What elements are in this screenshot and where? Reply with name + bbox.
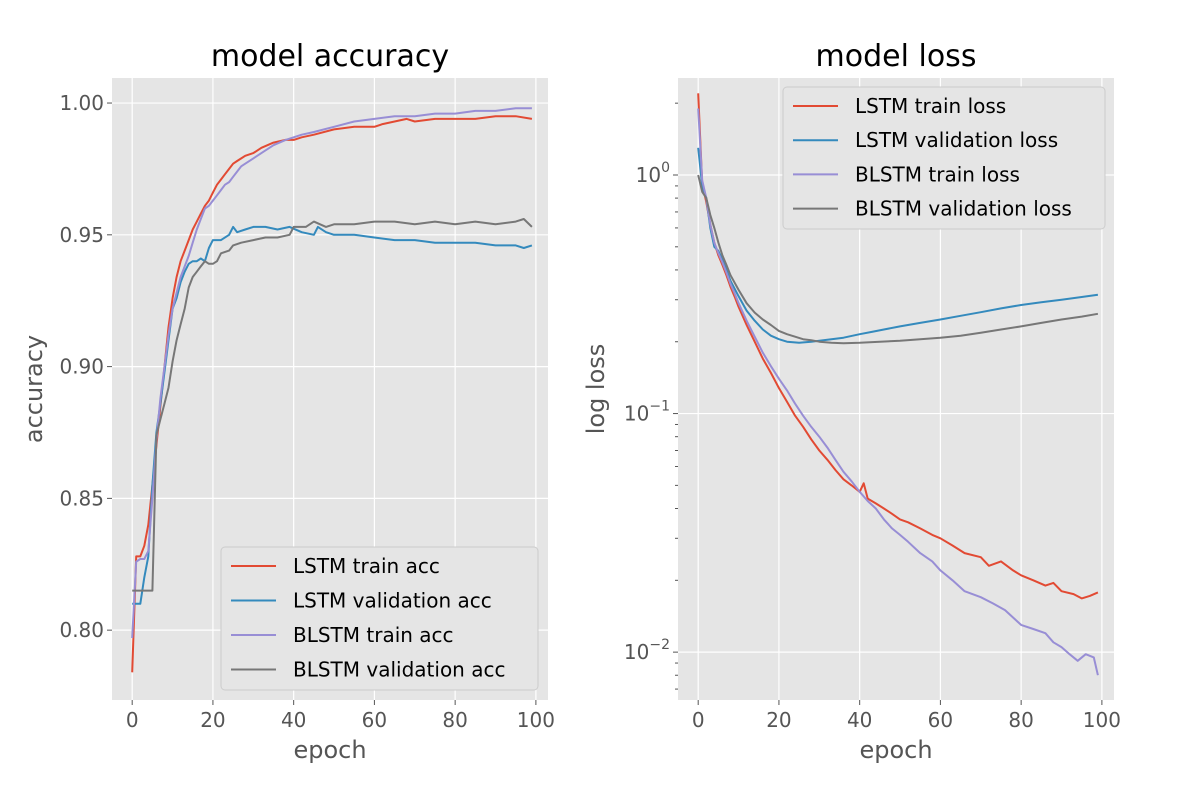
loss-chart: 0 20 40 60 80 100 100 10−1 10−2 model loss epoch… bbox=[582, 39, 1121, 764]
x-tick-label: 0 bbox=[692, 708, 705, 732]
y-tick-label: 0.80 bbox=[59, 618, 104, 642]
x-tick-label: 60 bbox=[362, 708, 387, 732]
x-tick-label: 100 bbox=[1083, 708, 1121, 732]
y-tick-label: 0.85 bbox=[59, 486, 104, 510]
y-tick-label: 1.00 bbox=[59, 91, 104, 115]
loss-ylabel: log loss bbox=[582, 344, 610, 435]
loss-xlabel: epoch bbox=[859, 736, 932, 764]
loss-series bbox=[697, 93, 1099, 676]
accuracy-legend-box bbox=[220, 546, 539, 691]
series-line-3 bbox=[132, 218, 533, 592]
loss-ticks: 0 20 40 60 80 100 100 10−1 10−2 bbox=[624, 102, 1121, 732]
x-tick-label: 20 bbox=[766, 708, 791, 732]
y-tick-label: 10−1 bbox=[624, 399, 670, 426]
loss-legend: LSTM train loss LSTM validation loss BLSTM… bbox=[782, 86, 1106, 230]
accuracy-chart: 0 20 40 60 80 100 0.80 0.85 0.90 0.95 1.00 model a… bbox=[20, 39, 555, 764]
x-tick-label: 80 bbox=[442, 708, 467, 732]
legend-label-1: LSTM validation acc bbox=[293, 589, 492, 613]
legend-label-0: LSTM train loss bbox=[855, 94, 1006, 118]
series-line-2 bbox=[131, 107, 532, 639]
y-tick-label: 10−2 bbox=[624, 637, 670, 664]
series-line-3 bbox=[697, 174, 1099, 345]
x-tick-label: 0 bbox=[126, 708, 139, 732]
x-tick-label: 60 bbox=[928, 708, 953, 732]
x-tick-label: 40 bbox=[847, 708, 872, 732]
legend-label-0: LSTM train acc bbox=[293, 554, 440, 578]
loss-title: model loss bbox=[816, 39, 977, 74]
accuracy-ticks: 0 20 40 60 80 100 0.80 0.85 0.90 0.95 1.00 bbox=[59, 91, 555, 732]
accuracy-xlabel: epoch bbox=[293, 736, 366, 764]
legend-label-1: LSTM validation loss bbox=[855, 128, 1058, 152]
accuracy-series bbox=[131, 107, 533, 673]
x-tick-label: 80 bbox=[1008, 708, 1033, 732]
accuracy-title: model accuracy bbox=[211, 39, 449, 74]
x-tick-label: 20 bbox=[200, 708, 225, 732]
accuracy-ylabel: accuracy bbox=[20, 335, 48, 443]
accuracy-grid bbox=[112, 78, 548, 700]
loss-legend-box bbox=[782, 86, 1106, 230]
series-line-2 bbox=[697, 108, 1099, 676]
legend-label-2: BLSTM train loss bbox=[855, 162, 1020, 186]
legend-label-2: BLSTM train acc bbox=[293, 623, 454, 647]
accuracy-legend: LSTM train acc LSTM validation acc BLSTM t… bbox=[220, 546, 539, 691]
y-tick-label: 100 bbox=[636, 160, 670, 187]
y-tick-label: 0.95 bbox=[59, 223, 104, 247]
x-tick-label: 100 bbox=[517, 708, 555, 732]
x-tick-label: 40 bbox=[281, 708, 306, 732]
y-tick-label: 0.90 bbox=[59, 355, 104, 379]
legend-label-3: BLSTM validation acc bbox=[293, 658, 505, 682]
legend-label-3: BLSTM validation loss bbox=[855, 197, 1072, 221]
